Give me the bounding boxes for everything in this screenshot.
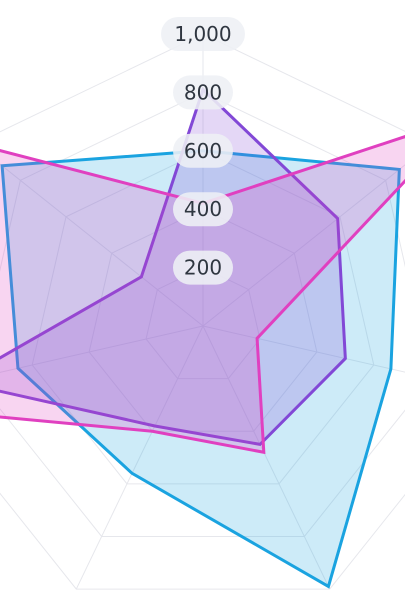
grid-spoke-2: [202, 164, 405, 327]
grid-ring-4: [0, 91, 405, 537]
series-layer: [0, 86, 405, 589]
tick-label-pill: [173, 133, 233, 168]
tick-layer: 200 400 600 800 1,000: [161, 17, 245, 285]
tick-label: 200: [184, 256, 222, 280]
tick-label-pill: [173, 75, 233, 110]
grid-ring-5: [0, 33, 405, 590]
series-3-area: [0, 135, 405, 455]
tick-label-pill: [161, 17, 245, 51]
grid-ring-2: [88, 208, 318, 432]
tick-label-pill: [173, 250, 233, 285]
tick-label: 400: [184, 197, 222, 221]
grid-ring-3: [31, 150, 375, 485]
grid-ring-1: [145, 267, 261, 380]
grid-spoke-4: [202, 325, 331, 590]
tick-label-pill: [173, 192, 233, 227]
tick-label: 1,000: [174, 22, 231, 46]
grid-spoke-6: [0, 325, 204, 373]
grid-spoke-7: [0, 163, 204, 327]
tick-label: 800: [184, 80, 222, 104]
grid-spoke-5: [75, 325, 204, 590]
series-1-area: [0, 149, 401, 589]
tick-label: 600: [184, 139, 222, 163]
